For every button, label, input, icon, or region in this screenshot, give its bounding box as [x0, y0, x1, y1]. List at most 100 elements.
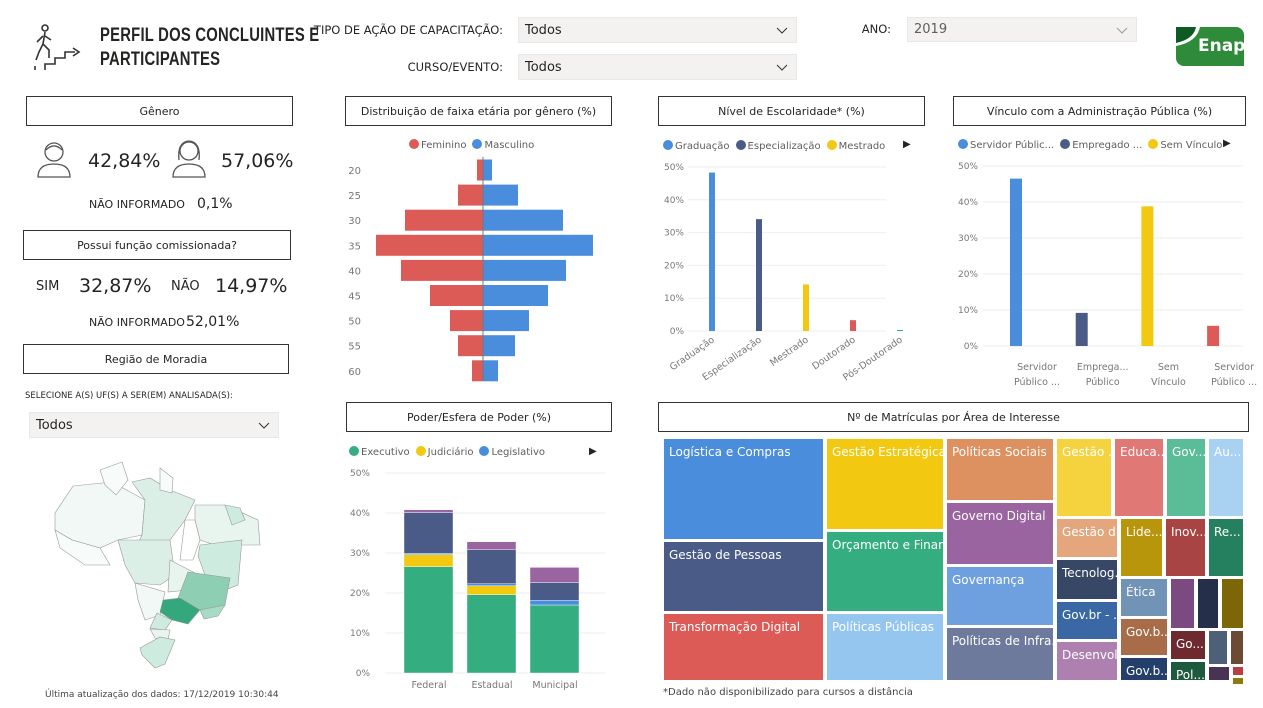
treemap-tile[interactable]: Políticas Públicas [826, 613, 944, 681]
treemap-tile[interactable]: Gestão ... [1056, 438, 1112, 517]
treemap-tile[interactable]: Políticas Sociais [946, 438, 1054, 501]
treemap-tile[interactable] [1230, 630, 1244, 665]
y-tick-label: 60 [348, 367, 361, 378]
comissionada-header: Possui função comissionada? [23, 230, 291, 260]
treemap-tile[interactable]: Gov.br - ... [1056, 601, 1118, 640]
bar-feminino [458, 335, 483, 357]
legend-next-arrow-icon[interactable]: ▶ [1223, 138, 1231, 149]
treemap-tile[interactable]: Governo Digital [946, 502, 1054, 565]
map-state [54, 529, 111, 566]
bar-masculino [483, 234, 593, 256]
x-tick-label: Federal [411, 680, 446, 691]
treemap-tile[interactable]: Pol... [1170, 661, 1206, 681]
footnote: *Dado não disponibilizado para cursos a … [663, 687, 913, 698]
y-tick-label: 20% [958, 270, 978, 280]
uf-dropdown[interactable]: Todos [29, 412, 279, 438]
brazil-map[interactable] [0, 0, 300, 708]
treemap-tile[interactable]: Políticas de Infra... [946, 627, 1054, 681]
y-tick-label: 50% [958, 162, 978, 172]
treemap-tile[interactable] [1232, 666, 1244, 676]
poder-header: Poder/Esfera de Poder (%) [346, 402, 612, 432]
escolaridade-legend[interactable]: Graduação Especialização Mestrado [663, 140, 885, 152]
treemap-tile[interactable]: Logística e Compras [663, 438, 824, 540]
treemap-tile[interactable]: Ética [1120, 578, 1168, 617]
curso-evento-dropdown[interactable]: Todos [518, 54, 797, 80]
treemap-tile[interactable]: Gov.b... [1120, 657, 1168, 681]
stacked-bar-segment [403, 566, 454, 674]
treemap-tile-label: Gov.... [1172, 445, 1206, 459]
treemap-tile-label: Políticas Públicas [832, 620, 934, 634]
treemap-tile-label: Gestão d... [1062, 525, 1117, 539]
legend-next-arrow-icon[interactable]: ▶ [903, 139, 911, 150]
stacked-bar-segment [529, 582, 580, 601]
chevron-down-icon [258, 422, 270, 429]
treemap-tile[interactable]: Au... [1208, 438, 1244, 517]
treemap-tile[interactable]: Orçamento e Finan... [826, 531, 944, 612]
y-tick-label: 20% [664, 261, 684, 271]
comissionada-nao-informado-label: NÃO INFORMADO [89, 316, 185, 329]
vinculo-legend[interactable]: Servidor Públic... Empregado ... Sem Vín… [958, 139, 1222, 151]
treemap-tile[interactable]: Gov.b... [1120, 618, 1168, 656]
treemap-tile-label: Desenvol... [1062, 648, 1118, 662]
treemap-header: Nº de Matrículas por Área de Interesse [658, 402, 1249, 432]
bar [850, 320, 856, 331]
stacked-bar-segment [403, 509, 454, 513]
treemap-tile-label: Logística e Compras [669, 445, 791, 459]
y-tick-label: 30 [348, 216, 361, 227]
curso-evento-value: Todos [525, 59, 562, 75]
y-tick-label: 20% [350, 589, 370, 599]
y-tick-label: 20 [348, 166, 361, 177]
legend-next-arrow-icon[interactable]: ▶ [589, 446, 597, 457]
treemap-tile[interactable] [1197, 578, 1219, 629]
treemap-tile[interactable]: Go... [1170, 630, 1206, 660]
stacked-bar-segment [466, 594, 517, 674]
bar-masculino [483, 285, 548, 306]
treemap-tile-label: Gov.b... [1126, 664, 1168, 678]
x-tick-label: Mestrado [768, 334, 811, 369]
ano-label: ANO: [861, 22, 891, 36]
legend-item: Servidor Públic... [958, 139, 1054, 151]
treemap-tile[interactable]: Re... [1208, 518, 1244, 577]
treemap-tile-label: Re... [1214, 525, 1241, 539]
legend-item: Legislativo [479, 446, 545, 458]
y-tick-label: 50% [664, 163, 684, 173]
treemap-tile[interactable] [1170, 578, 1195, 629]
treemap-tile[interactable] [1221, 578, 1244, 629]
treemap-tile[interactable]: Desenvol... [1056, 641, 1118, 681]
last-update: Última atualização dos dados: 17/12/2019… [45, 690, 279, 700]
bar-feminino [477, 159, 483, 181]
ano-value: 2019 [914, 22, 948, 37]
enap-logo: Enap [1176, 27, 1244, 66]
poder-legend[interactable]: Executivo Judiciário Legislativo [349, 446, 545, 458]
treemap-tile[interactable]: Gov.... [1166, 438, 1206, 517]
treemap-tile[interactable]: Gestão d... [1056, 518, 1118, 558]
treemap-tile[interactable]: Governança [946, 566, 1054, 626]
bar-masculino [483, 360, 498, 382]
treemap-tile[interactable] [1208, 630, 1228, 665]
treemap-tile[interactable]: Gestão Estratégica [826, 438, 944, 530]
treemap-tile-label: Gov.b... [1126, 625, 1168, 639]
sim-label: SIM [36, 279, 60, 294]
map-state [99, 461, 129, 496]
treemap-tile-label: Gestão de Pessoas [669, 548, 782, 562]
bar-masculino [483, 184, 518, 206]
treemap-tile[interactable] [1208, 666, 1230, 681]
bar-masculino [483, 310, 529, 332]
treemap-tile[interactable]: Tecnolog... [1056, 559, 1118, 600]
treemap-tile-label: Lide... [1126, 525, 1163, 539]
legend-item: Judiciário [415, 446, 473, 458]
ano-dropdown[interactable]: 2019 [907, 17, 1137, 42]
treemap-tile[interactable]: Transformação Digital [663, 613, 824, 681]
tipo-acao-dropdown[interactable]: Todos [518, 17, 797, 43]
piramide-legend[interactable]: Feminino Masculino [409, 139, 534, 151]
treemap-tile[interactable]: Lide... [1120, 518, 1163, 577]
treemap-tile-label: Transformação Digital [669, 620, 801, 634]
treemap-tile[interactable] [1232, 677, 1244, 685]
treemap-tile[interactable]: Educa... [1114, 438, 1164, 517]
stacked-bar-segment [466, 541, 517, 550]
escolaridade-header: Nível de Escolaridade* (%) [658, 96, 925, 126]
y-tick-label: 40 [348, 266, 361, 277]
y-tick-label: 10% [958, 306, 978, 316]
treemap-tile[interactable]: Gestão de Pessoas [663, 541, 824, 612]
treemap-tile[interactable]: Inov... [1165, 518, 1206, 577]
